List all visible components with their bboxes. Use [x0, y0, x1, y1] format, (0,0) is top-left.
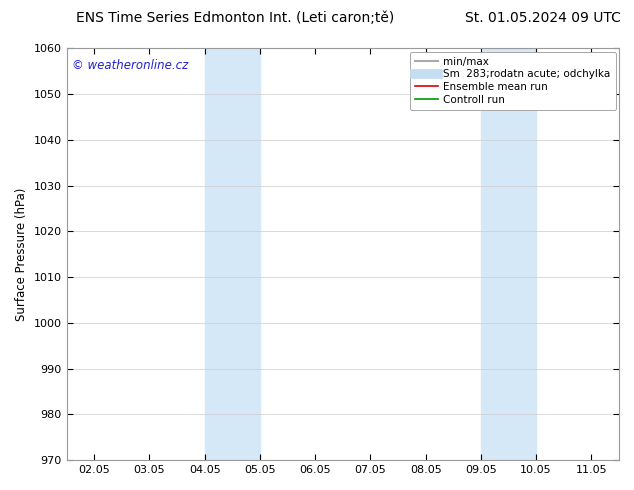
Bar [205, 49, 260, 460]
Text: © weatheronline.cz: © weatheronline.cz [72, 59, 188, 72]
Y-axis label: Surface Pressure (hPa): Surface Pressure (hPa) [15, 188, 28, 321]
Legend: min/max, Sm  283;rodatn acute; odchylka, Ensemble mean run, Controll run: min/max, Sm 283;rodatn acute; odchylka, … [410, 51, 616, 110]
Text: ENS Time Series Edmonton Int. (Leti caron;tě): ENS Time Series Edmonton Int. (Leti caro… [76, 11, 394, 25]
Text: St. 01.05.2024 09 UTC: St. 01.05.2024 09 UTC [465, 11, 621, 25]
Bar [481, 49, 536, 460]
